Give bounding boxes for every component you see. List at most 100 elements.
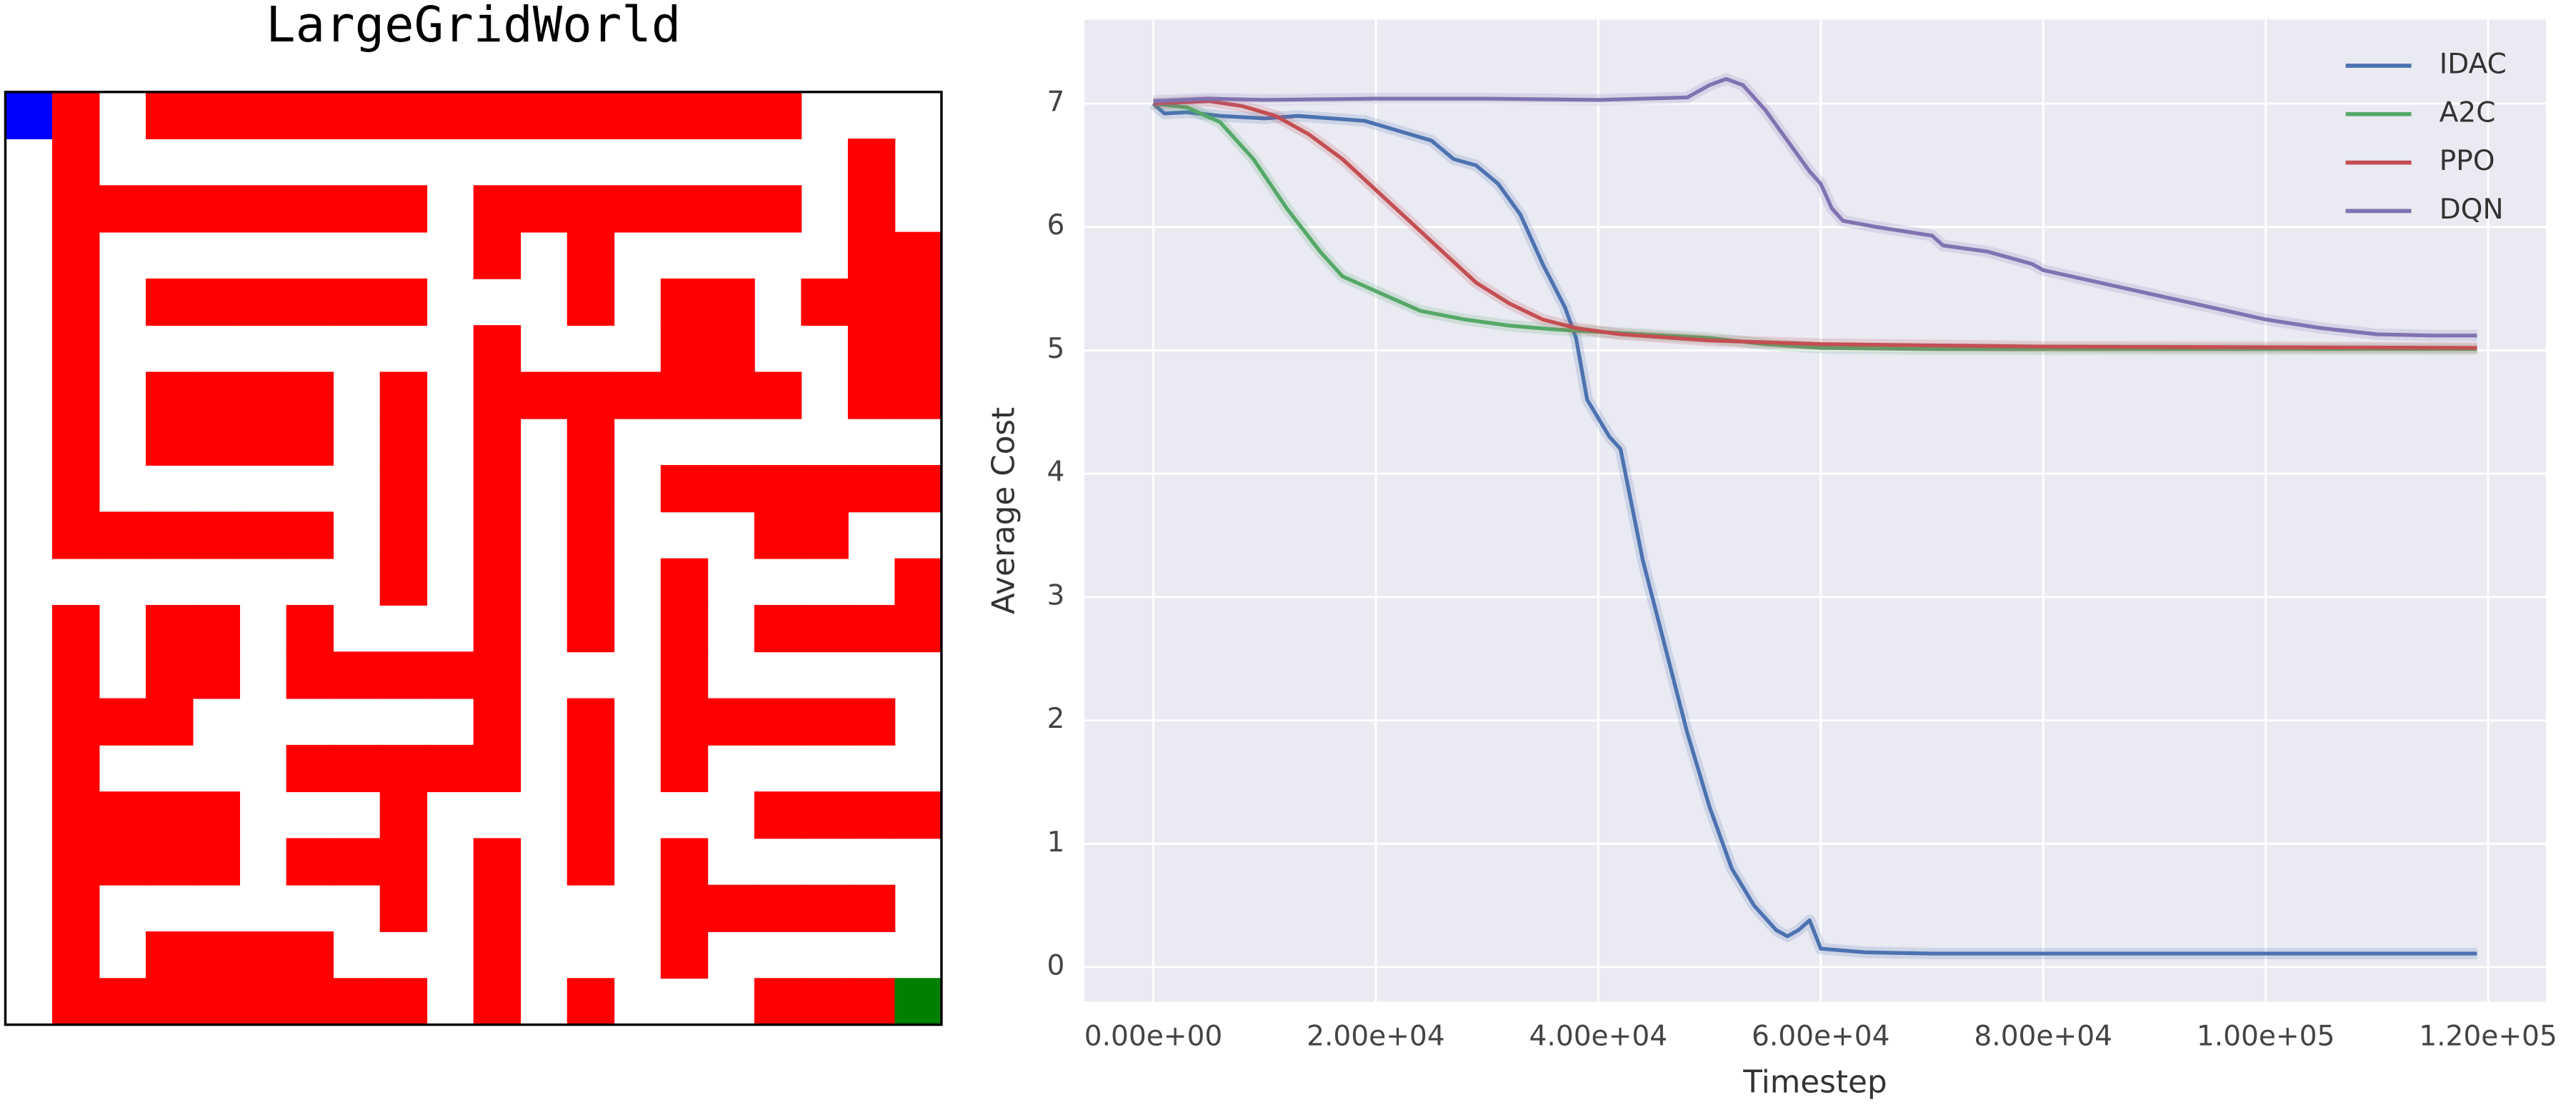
grid-cell <box>239 418 287 466</box>
grid-cell <box>894 978 942 1026</box>
grid-cell <box>146 185 194 233</box>
grid-cell <box>239 185 287 233</box>
y-tick-label: 0 <box>1047 950 1064 982</box>
grid-cell <box>379 418 428 466</box>
grid-cell <box>754 371 802 419</box>
grid-cell <box>286 838 334 886</box>
grid-cell <box>566 91 615 139</box>
grid-cell <box>473 91 521 139</box>
grid-cell <box>566 231 615 279</box>
grid-cell <box>566 978 615 1026</box>
grid-cell <box>894 465 942 513</box>
grid-cell <box>473 185 521 233</box>
grid-cell <box>192 838 241 886</box>
grid-cell <box>473 231 521 279</box>
grid-cell <box>52 651 100 699</box>
y-tick-label: 5 <box>1047 333 1064 365</box>
grid-cell <box>379 744 428 793</box>
grid-cell <box>192 185 241 233</box>
grid-cell <box>52 91 100 139</box>
grid-cell <box>660 744 709 793</box>
grid-cell <box>286 418 334 466</box>
grid-cell <box>379 511 428 559</box>
grid-cell <box>192 931 241 979</box>
grid-cell <box>146 371 194 419</box>
grid-cell <box>660 651 709 699</box>
grid-cell <box>847 604 896 653</box>
grid-cell <box>660 278 709 326</box>
grid-cell <box>566 558 615 606</box>
grid-cell <box>146 91 194 139</box>
grid-cell <box>660 371 709 419</box>
grid-cell <box>146 978 194 1026</box>
y-tick-label: 6 <box>1047 209 1064 241</box>
grid-cell <box>847 371 896 419</box>
grid-cell <box>192 371 241 419</box>
grid-cell <box>52 139 100 186</box>
grid-cell <box>333 744 381 793</box>
grid-cell <box>894 325 942 373</box>
series-line <box>1152 102 2477 956</box>
grid-cell <box>473 931 521 979</box>
grid-cell <box>192 418 241 466</box>
grid-cell <box>660 838 709 886</box>
grid-cell <box>566 744 615 793</box>
grid-cell <box>473 978 521 1026</box>
x-tick-label: 8.00e+04 <box>1974 1020 2112 1052</box>
legend-label: A2C <box>2440 96 2496 129</box>
grid-cell <box>801 884 849 932</box>
grid-cell <box>379 465 428 513</box>
grid-cell <box>801 465 849 513</box>
grid-cell <box>286 931 334 979</box>
grid-cell <box>286 511 334 559</box>
grid-cell <box>660 604 709 653</box>
grid-cell <box>801 978 849 1026</box>
grid-cell <box>754 791 802 839</box>
grid-cell <box>192 511 241 559</box>
grid-cell <box>660 325 709 373</box>
grid-cell <box>614 185 662 233</box>
grid-cell <box>99 978 146 1026</box>
grid-cell <box>146 698 194 746</box>
grid-cell <box>660 558 709 606</box>
grid-cell <box>660 698 709 746</box>
grid-cell <box>707 884 755 932</box>
grid-cell <box>754 698 802 746</box>
grid-cell <box>614 91 662 139</box>
grid-cell <box>286 651 334 699</box>
grid-cell <box>379 91 428 139</box>
y-tick-label: 1 <box>1047 826 1064 859</box>
grid-cell <box>566 418 615 466</box>
grid-cell <box>52 511 100 559</box>
grid-cell <box>99 698 146 746</box>
grid-cell <box>754 511 802 559</box>
grid-cell <box>754 978 802 1026</box>
grid-cell <box>52 698 100 746</box>
grid-cell <box>660 931 709 979</box>
grid-cell <box>52 371 100 419</box>
grid-cell <box>99 791 146 839</box>
grid-cell <box>239 978 287 1026</box>
grid-cell <box>473 884 521 932</box>
grid-cell <box>566 838 615 886</box>
grid-cell <box>894 604 942 653</box>
grid-cell <box>473 558 521 606</box>
x-tick-label: 1.20e+05 <box>2419 1020 2557 1052</box>
grid-cell <box>239 931 287 979</box>
grid-cell <box>146 418 194 466</box>
x-tick-label: 4.00e+04 <box>1529 1020 1668 1052</box>
grid-cell <box>847 698 896 746</box>
grid-cell <box>192 278 241 326</box>
grid-cell <box>707 325 755 373</box>
grid-cell <box>239 371 287 419</box>
grid-cell <box>660 91 709 139</box>
grid-cell <box>333 185 381 233</box>
grid-cell <box>286 185 334 233</box>
grid-cell <box>192 91 241 139</box>
series-line <box>1153 76 2477 338</box>
grid-cell <box>847 325 896 373</box>
grid-cell <box>660 185 709 233</box>
grid-cell <box>801 604 849 653</box>
x-tick-label: 1.00e+05 <box>2197 1020 2335 1052</box>
